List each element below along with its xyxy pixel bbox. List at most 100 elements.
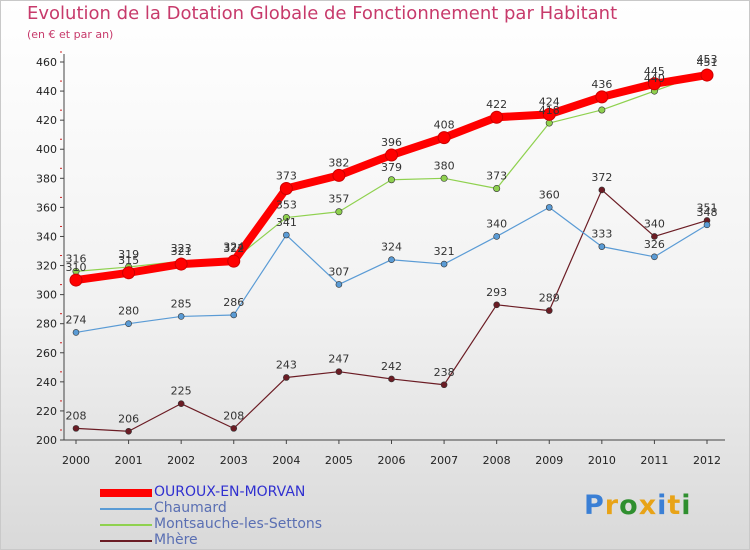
- data-label: 396: [381, 136, 402, 149]
- data-label: 242: [381, 360, 402, 373]
- data-point: [598, 243, 606, 250]
- data-label: 274: [66, 313, 87, 326]
- data-label: 238: [434, 366, 455, 379]
- logo-letter: i: [657, 490, 668, 521]
- y-tick-label: 360: [36, 201, 57, 214]
- data-point: [647, 77, 661, 91]
- y-tick-label: 420: [36, 114, 57, 127]
- data-point: [542, 107, 556, 121]
- data-point: [227, 254, 241, 268]
- data-label: 289: [539, 292, 560, 305]
- data-label: 310: [66, 261, 87, 274]
- data-label: 357: [328, 193, 349, 206]
- data-point: [388, 375, 395, 383]
- x-tick-label: 2000: [62, 454, 90, 467]
- x-tick-label: 2004: [272, 454, 300, 467]
- data-point: [651, 233, 658, 240]
- data-label: 323: [171, 242, 192, 255]
- data-label: 372: [591, 171, 612, 184]
- data-point: [282, 214, 290, 222]
- data-point: [703, 221, 711, 229]
- data-point: [388, 256, 395, 264]
- chart-title: Evolution de la Dotation Globale de Fonc…: [27, 3, 618, 24]
- data-label: 373: [276, 169, 297, 182]
- y-tick-label: 260: [36, 347, 57, 360]
- data-point: [69, 273, 83, 287]
- data-label: 208: [223, 409, 244, 422]
- data-label: 247: [328, 353, 349, 366]
- series-line-1: [75, 206, 708, 334]
- data-label: 321: [434, 245, 455, 258]
- data-point: [700, 68, 714, 82]
- x-tick-label: 2010: [588, 454, 616, 467]
- x-tick-label: 2006: [378, 454, 406, 467]
- data-label: 315: [118, 254, 139, 267]
- chart-subtitle: (en € et par an): [27, 28, 114, 41]
- logo-letter: P: [584, 490, 605, 521]
- y-tick-label: 320: [36, 260, 57, 273]
- data-label: 424: [539, 95, 560, 108]
- data-label: 380: [434, 159, 455, 172]
- data-point: [493, 301, 500, 309]
- y-tick-label: 220: [36, 405, 57, 418]
- y-tick-label: 400: [36, 143, 57, 156]
- legend-label: OUROUX-EN-MORVAN: [154, 484, 306, 500]
- data-label: 360: [539, 188, 560, 201]
- data-label: 280: [118, 305, 139, 318]
- x-tick-label: 2008: [483, 454, 511, 467]
- data-label: 382: [328, 156, 349, 169]
- data-point: [230, 311, 238, 319]
- data-point: [177, 313, 185, 320]
- data-label: 293: [486, 286, 507, 299]
- x-tick-label: 2002: [167, 454, 195, 467]
- data-label: 285: [171, 297, 192, 310]
- data-point: [437, 131, 451, 145]
- logo-letter: t: [667, 490, 682, 521]
- x-tick-label: 2009: [535, 454, 563, 467]
- data-point: [387, 176, 395, 184]
- data-point: [335, 368, 343, 375]
- logo-letter: o: [619, 490, 639, 521]
- data-point: [125, 320, 132, 327]
- y-tick-label: 300: [36, 289, 57, 302]
- y-tick-label: 340: [36, 230, 57, 243]
- legend-swatch: [100, 524, 152, 526]
- legend-label: Chaumard: [154, 500, 227, 516]
- data-point: [545, 204, 553, 211]
- data-point: [595, 90, 609, 104]
- x-tick-label: 2003: [220, 454, 248, 467]
- data-label: 341: [276, 216, 297, 229]
- data-label: 453: [697, 53, 718, 66]
- legend-swatch: [100, 489, 152, 497]
- data-label: 340: [486, 217, 507, 230]
- logo-letter: r: [604, 490, 620, 521]
- data-label: 316: [66, 252, 87, 265]
- data-point: [177, 400, 185, 407]
- legend-swatch: [100, 508, 152, 510]
- legend-label: Mhère: [154, 532, 198, 548]
- data-point: [440, 381, 448, 389]
- data-point: [332, 168, 346, 182]
- data-point: [230, 425, 238, 432]
- data-label: 321: [171, 245, 192, 258]
- y-tick-label: 200: [36, 434, 57, 447]
- x-tick-label: 2005: [325, 454, 353, 467]
- data-point: [440, 174, 448, 182]
- data-label: 286: [223, 296, 244, 309]
- data-point: [283, 374, 290, 381]
- data-label: 243: [276, 358, 297, 371]
- y-tick-label: 280: [36, 318, 57, 331]
- data-label: 436: [591, 78, 612, 91]
- data-label: 418: [539, 104, 560, 117]
- data-point: [279, 181, 293, 195]
- data-label: 208: [66, 409, 87, 422]
- data-label: 451: [697, 56, 718, 69]
- data-label: 422: [486, 98, 507, 111]
- x-tick-label: 2011: [640, 454, 668, 467]
- data-label: 322: [223, 242, 244, 255]
- data-point: [335, 281, 343, 288]
- data-label: 307: [328, 265, 349, 278]
- data-point: [283, 231, 290, 239]
- data-label: 333: [591, 228, 612, 241]
- data-point: [440, 260, 448, 268]
